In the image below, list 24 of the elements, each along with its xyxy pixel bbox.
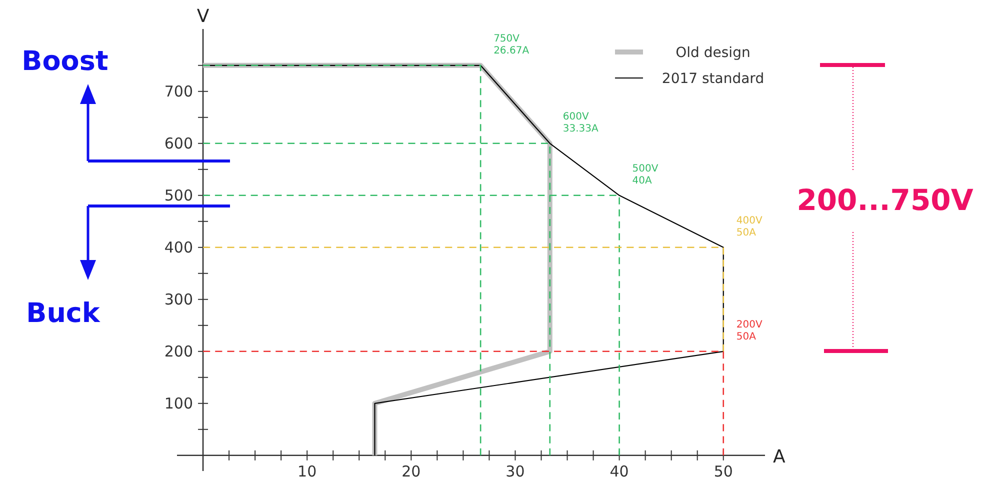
annotation: 400V 50A	[736, 215, 762, 238]
y-tick-label: 300	[164, 290, 194, 308]
y-tick-label: 700	[164, 82, 194, 100]
text: 200...750V	[796, 183, 974, 217]
annotation: 750V 26.67A	[494, 33, 530, 56]
annotation: 600V 33.33A	[562, 111, 599, 134]
text: Boost	[22, 46, 108, 77]
annotation: 200V 50A	[736, 319, 762, 342]
x-axis-title: A	[773, 446, 786, 468]
y-axis-title: V	[196, 6, 210, 27]
y-tick-label: 100	[164, 394, 194, 412]
y-tick-label: 500	[164, 186, 194, 204]
text: Buck	[26, 298, 101, 329]
legend-label: 2017 standard	[662, 71, 764, 87]
x-tick-label: 20	[402, 462, 421, 480]
x-tick-label: 40	[610, 462, 629, 480]
y-tick-label: 600	[164, 134, 194, 152]
x-tick-label: 50	[714, 462, 733, 480]
legend-label: Old design	[676, 45, 750, 61]
y-tick-label: 400	[164, 238, 194, 256]
annotation: 500V 40A	[632, 163, 658, 186]
x-tick-label: 10	[298, 462, 317, 480]
x-tick-label: 30	[506, 462, 525, 480]
y-tick-label: 200	[164, 342, 194, 360]
